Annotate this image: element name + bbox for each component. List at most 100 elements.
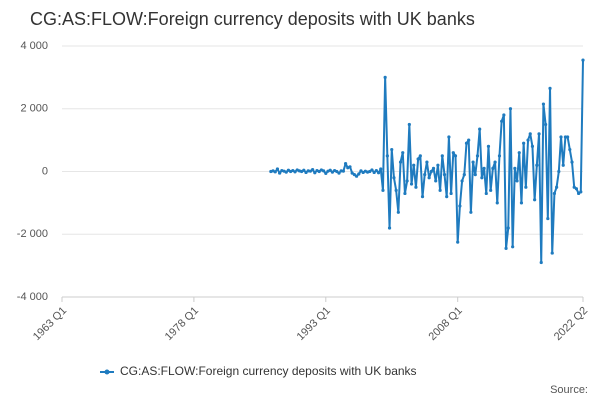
point <box>475 154 480 158</box>
point <box>328 168 332 172</box>
point <box>550 251 554 255</box>
point <box>559 135 563 139</box>
point <box>354 174 359 178</box>
point <box>449 191 453 196</box>
point <box>385 154 389 158</box>
point <box>434 179 438 183</box>
point <box>405 179 409 183</box>
point <box>311 168 315 172</box>
point <box>524 185 528 189</box>
point <box>570 160 574 164</box>
point <box>464 141 469 145</box>
point <box>387 226 392 230</box>
point <box>544 122 548 127</box>
point <box>348 165 352 169</box>
point <box>526 138 530 142</box>
point <box>557 169 561 174</box>
point <box>552 191 557 196</box>
point <box>482 166 486 170</box>
point <box>275 167 280 171</box>
point <box>548 86 552 90</box>
point <box>284 170 288 174</box>
point <box>561 163 565 167</box>
y-tick-label: 4 000 <box>20 40 48 52</box>
point <box>425 160 429 164</box>
point <box>429 169 433 174</box>
x-tick-label: 1993 Q1 <box>295 305 333 343</box>
point <box>546 216 550 221</box>
point <box>508 107 513 111</box>
point <box>555 185 559 189</box>
point <box>420 195 425 199</box>
point <box>462 173 466 177</box>
chart-title: CG:AS:FLOW:Foreign currency deposits wit… <box>30 9 475 29</box>
point <box>469 210 473 214</box>
point <box>414 185 418 189</box>
x-tick-label: 2008 Q1 <box>427 305 465 343</box>
point <box>278 171 282 175</box>
point <box>515 179 519 183</box>
point <box>480 176 484 180</box>
point <box>324 171 328 175</box>
point <box>581 58 585 62</box>
point <box>403 191 407 196</box>
point <box>517 151 521 155</box>
point <box>337 171 341 175</box>
point <box>407 122 411 127</box>
source: Source: <box>550 384 588 396</box>
point <box>467 138 471 142</box>
point <box>574 187 579 191</box>
point <box>486 144 491 148</box>
point <box>493 160 497 164</box>
point <box>484 191 488 196</box>
point <box>398 160 403 164</box>
point <box>460 179 464 183</box>
point <box>374 168 378 173</box>
point <box>537 132 541 136</box>
point <box>511 245 515 249</box>
point <box>372 170 376 175</box>
point <box>357 172 361 176</box>
x-tick-label: 1978 Q1 <box>163 305 201 343</box>
point <box>495 201 499 205</box>
point <box>563 135 568 139</box>
point <box>423 173 427 177</box>
point <box>379 167 383 171</box>
point <box>392 176 396 180</box>
legend-marker <box>104 369 110 375</box>
point <box>497 154 502 158</box>
point <box>383 75 387 79</box>
point <box>436 163 440 167</box>
point <box>341 169 345 173</box>
point <box>440 154 444 158</box>
y-tick-label: -2 000 <box>17 228 48 240</box>
x-tick-label: 1963 Q1 <box>31 305 69 343</box>
point <box>302 168 306 172</box>
point <box>513 166 517 170</box>
x-tick-label: 2022 Q2 <box>552 305 590 343</box>
point <box>273 170 277 174</box>
y-tick-label: 0 <box>42 165 48 177</box>
point <box>394 188 398 192</box>
point <box>471 160 475 164</box>
legend-label: CG:AS:FLOW:Foreign currency deposits wit… <box>120 364 417 378</box>
point <box>458 204 462 208</box>
point <box>390 147 394 152</box>
point <box>535 163 539 167</box>
point <box>370 168 374 172</box>
point <box>396 210 400 214</box>
point <box>500 119 504 123</box>
point <box>445 195 449 199</box>
point <box>506 226 510 230</box>
point <box>533 198 537 202</box>
point <box>504 246 508 250</box>
point <box>418 154 422 158</box>
point <box>321 169 326 173</box>
point <box>456 240 460 244</box>
point <box>376 171 381 175</box>
point <box>478 127 482 131</box>
point <box>409 182 414 186</box>
point <box>519 201 524 205</box>
point <box>473 173 477 177</box>
point <box>528 132 532 136</box>
